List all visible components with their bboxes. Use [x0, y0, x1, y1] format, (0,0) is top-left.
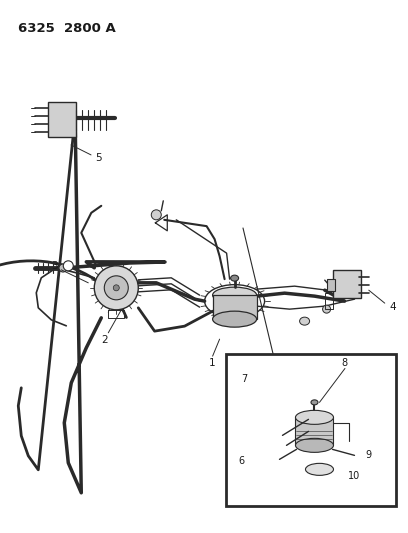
- Ellipse shape: [63, 261, 73, 271]
- Ellipse shape: [213, 311, 257, 327]
- Bar: [226, 354, 396, 506]
- Ellipse shape: [231, 275, 239, 281]
- Text: 1: 1: [209, 358, 216, 368]
- Ellipse shape: [213, 287, 257, 303]
- Ellipse shape: [299, 317, 310, 325]
- Bar: [327, 279, 335, 291]
- Bar: [213, 295, 257, 319]
- Circle shape: [104, 276, 128, 300]
- Text: 10: 10: [348, 471, 361, 481]
- Ellipse shape: [295, 438, 333, 453]
- Text: 7: 7: [242, 375, 248, 384]
- Circle shape: [113, 285, 119, 291]
- Text: 2: 2: [101, 335, 108, 345]
- Ellipse shape: [59, 264, 67, 272]
- Text: 9: 9: [365, 450, 371, 460]
- Ellipse shape: [306, 463, 333, 475]
- Bar: [295, 417, 333, 446]
- Circle shape: [151, 210, 161, 220]
- Text: 3: 3: [51, 261, 58, 271]
- Text: 8: 8: [341, 359, 348, 368]
- Ellipse shape: [311, 400, 318, 405]
- Ellipse shape: [295, 410, 333, 424]
- Text: 6: 6: [238, 456, 244, 466]
- Text: 4: 4: [390, 302, 396, 312]
- Text: 5: 5: [95, 153, 101, 163]
- Ellipse shape: [323, 305, 330, 313]
- Bar: [333, 270, 361, 298]
- Circle shape: [94, 266, 138, 310]
- Bar: [48, 102, 76, 137]
- Text: 6325  2800 A: 6325 2800 A: [18, 22, 116, 35]
